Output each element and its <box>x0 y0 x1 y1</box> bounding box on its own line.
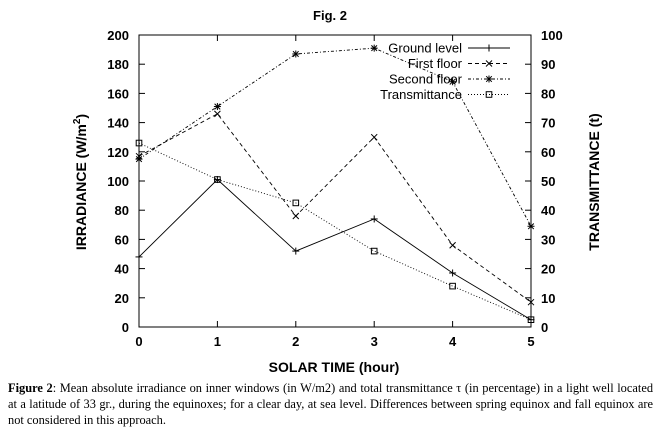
y-left-tick-label: 100 <box>107 174 129 189</box>
chart-title: Fig. 2 <box>313 8 347 23</box>
data-point-2 <box>213 103 221 111</box>
legend-label: First floor <box>408 56 463 71</box>
y-left-tick-label: 60 <box>115 232 129 247</box>
caption-text: : Mean absolute irradiance on inner wind… <box>8 381 654 427</box>
data-point-2 <box>292 50 300 58</box>
y-right-tick-label: 100 <box>541 28 563 43</box>
legend-marker <box>485 91 493 98</box>
series-line-3 <box>138 142 532 321</box>
data-point-0 <box>449 269 457 277</box>
plot-area-frame <box>138 34 532 328</box>
y-right-tick-label: 0 <box>541 320 548 335</box>
legend-label: Ground level <box>388 41 462 56</box>
y-right-tick-label: 20 <box>541 262 555 277</box>
data-point-3 <box>135 139 143 147</box>
y-right-tick-label: 50 <box>541 174 555 189</box>
y-axis-label-right: TRANSMITTANCE (t) <box>586 113 602 250</box>
data-point-0 <box>135 253 143 261</box>
y-right-tick-label: 10 <box>541 291 555 306</box>
data-point-0 <box>292 247 300 255</box>
legend-marker <box>485 44 493 52</box>
y-left-tick-label: 40 <box>115 262 129 277</box>
y-right-tick-label: 60 <box>541 145 555 160</box>
data-point-1 <box>370 133 378 141</box>
data-point-3 <box>214 176 221 183</box>
y-axis-label-left-close: ) <box>73 114 89 119</box>
data-point-1 <box>449 241 456 249</box>
data-point-3 <box>370 247 378 255</box>
y-left-tick-label: 160 <box>107 86 129 101</box>
data-point-2 <box>135 155 143 163</box>
x-tick-label: 0 <box>135 334 142 349</box>
series-lines <box>138 47 532 321</box>
data-point-1 <box>527 298 535 306</box>
legend-marker <box>485 75 493 83</box>
y-right-tick-label: 40 <box>541 203 555 218</box>
data-point-3 <box>527 316 535 323</box>
data-point-2 <box>527 222 535 230</box>
y-left-tick-label: 0 <box>122 320 129 335</box>
x-tick-label: 2 <box>292 334 299 349</box>
y-left-tick-label: 20 <box>115 291 129 306</box>
legend-label: Second floor <box>389 72 463 87</box>
y-right-tick-label: 80 <box>541 86 555 101</box>
x-tick-label: 5 <box>527 334 534 349</box>
x-tick-label: 3 <box>371 334 378 349</box>
y-left-tick-label: 140 <box>107 116 129 131</box>
y-left-tick-label: 200 <box>107 28 129 43</box>
legend-marker <box>485 60 493 67</box>
series-line-0 <box>138 178 532 321</box>
y-axis-label-left: IRRADIANCE (W/m2) <box>72 114 89 250</box>
x-tick-label: 4 <box>449 334 457 349</box>
x-axis-label: SOLAR TIME (hour) <box>269 359 400 375</box>
data-point-3 <box>449 282 456 290</box>
data-point-2 <box>370 44 378 52</box>
data-point-2 <box>449 78 457 86</box>
series-line-2 <box>138 47 532 227</box>
y-right-tick-label: 30 <box>541 232 555 247</box>
x-tick-label: 1 <box>214 334 221 349</box>
data-point-1 <box>214 110 221 118</box>
series-markers <box>135 44 535 324</box>
axis-ticks: 0 1 2 3 4 50204060801001201401601802000102030… <box>107 28 562 349</box>
data-point-0 <box>370 215 378 223</box>
y-axis-label-left-main: IRRADIANCE (W/m <box>73 124 89 250</box>
y-left-tick-label: 180 <box>107 57 129 72</box>
legend-label: Transmittance <box>380 87 462 102</box>
series-line-1 <box>138 113 532 303</box>
y-right-tick-label: 70 <box>541 116 555 131</box>
figure-caption: Figure 2: Mean absolute irradiance on in… <box>8 380 653 428</box>
data-point-1 <box>292 212 300 220</box>
y-axis-label-left-sup: 2 <box>72 118 83 124</box>
caption-label: Figure 2 <box>8 381 53 395</box>
data-point-3 <box>292 199 300 207</box>
y-left-tick-label: 80 <box>115 203 129 218</box>
y-left-tick-label: 120 <box>107 145 129 160</box>
y-right-tick-label: 90 <box>541 57 555 72</box>
